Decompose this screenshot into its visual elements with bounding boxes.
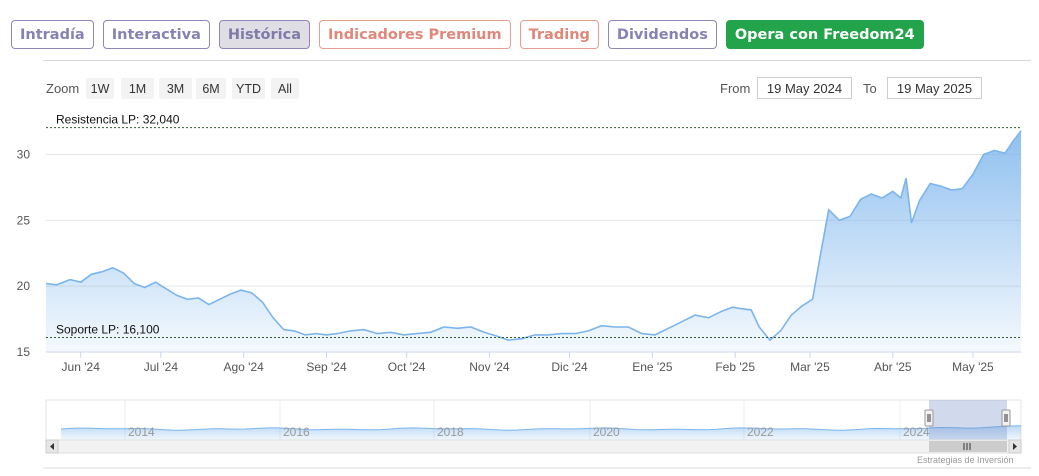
chevron-left-icon — [50, 443, 54, 450]
from-label: From — [720, 81, 751, 96]
to-label: To — [863, 81, 877, 96]
to-date-input[interactable] — [887, 77, 982, 99]
y-tick-label: 15 — [17, 345, 31, 359]
navigator-label: 2018 — [437, 425, 464, 439]
x-tick-label: Feb '25 — [715, 360, 755, 374]
tab-intradía[interactable]: Intradía — [11, 20, 94, 49]
navigator-label: 2020 — [593, 425, 620, 439]
header-divider — [43, 60, 1031, 61]
chart-credit: Estrategias de Inversión — [917, 455, 1014, 465]
chevron-right-icon — [1013, 443, 1017, 450]
zoom-1m-button[interactable]: 1M — [121, 78, 154, 99]
tab-interactiva[interactable]: Interactiva — [102, 20, 210, 49]
zoom-1w-button[interactable]: 1W — [86, 78, 114, 99]
zoom-all-button[interactable]: All — [271, 78, 299, 99]
x-tick-label: Oct '24 — [388, 360, 426, 374]
x-tick-label: Nov '24 — [469, 360, 510, 374]
navigator-label: 2016 — [283, 425, 310, 439]
tab-dividendos[interactable]: Dividendos — [607, 20, 717, 49]
zoom-6m-button[interactable]: 6M — [196, 78, 226, 99]
annotation-label: Soporte LP: 16,100 — [56, 323, 160, 337]
navigator-selection[interactable] — [929, 400, 1007, 440]
y-tick-label: 30 — [17, 148, 31, 162]
annotation-label: Resistencia LP: 32,040 — [56, 113, 180, 127]
zoom-ytd-button[interactable]: YTD — [232, 78, 265, 99]
tab-indicadores-premium[interactable]: Indicadores Premium — [319, 20, 511, 49]
x-tick-label: Jul '24 — [144, 360, 179, 374]
navigator-handle[interactable] — [924, 409, 934, 427]
x-tick-label: Ago '24 — [224, 360, 265, 374]
x-tick-label: Ene '25 — [632, 360, 673, 374]
navigator-line — [60, 425, 1022, 431]
x-tick-label: May '25 — [952, 360, 994, 374]
y-tick-label: 20 — [17, 279, 31, 293]
navigator-handle[interactable] — [1001, 409, 1011, 427]
tab-opera-con-freedom24[interactable]: Opera con Freedom24 — [725, 20, 924, 49]
y-tick-label: 25 — [17, 213, 31, 227]
x-tick-label: Abr '25 — [874, 360, 912, 374]
from-date-input[interactable] — [757, 77, 852, 99]
x-tick-label: Jun '24 — [62, 360, 101, 374]
price-area — [46, 130, 1021, 352]
x-tick-label: Mar '25 — [790, 360, 830, 374]
navigator-label: 2024 — [903, 425, 930, 439]
x-tick-label: Dic '24 — [551, 360, 588, 374]
tab-trading[interactable]: Trading — [519, 20, 599, 49]
zoom-label: Zoom — [46, 81, 80, 96]
x-tick-label: Sep '24 — [306, 360, 347, 374]
scrollbar-track[interactable] — [45, 439, 1022, 454]
price-line — [45, 130, 1022, 342]
tab-histórica[interactable]: Histórica — [218, 20, 311, 49]
zoom-3m-button[interactable]: 3M — [159, 78, 192, 99]
chart-tabs: Intradía Interactiva Histórica Indicadores … — [11, 20, 924, 49]
navigator-label: 2022 — [747, 425, 774, 439]
scrollbar-thumb[interactable] — [929, 441, 1007, 452]
navigator-label: 2014 — [128, 425, 155, 439]
